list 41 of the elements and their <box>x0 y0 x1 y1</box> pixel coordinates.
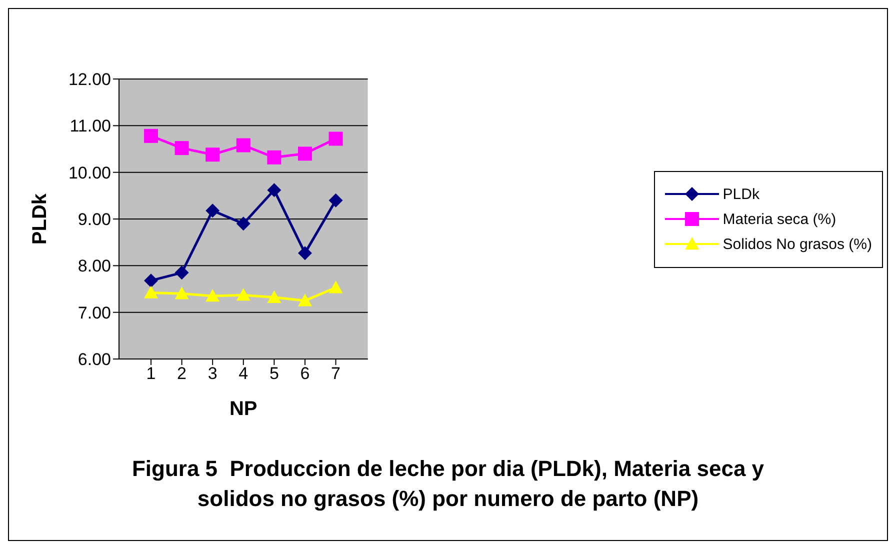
y-tick-label: 9.00 <box>78 210 111 230</box>
x-tick-label: 3 <box>208 364 218 384</box>
point <box>206 204 220 218</box>
x-axis-title: NP <box>229 398 258 420</box>
x-tick-label: 7 <box>331 364 340 384</box>
y-tick-label: 6.00 <box>78 350 111 370</box>
point <box>298 246 312 260</box>
point <box>174 141 189 156</box>
point <box>174 266 189 280</box>
point <box>328 132 343 146</box>
point <box>267 150 282 164</box>
y-tick-label: 7.00 <box>78 303 111 322</box>
point <box>328 280 343 294</box>
point <box>144 274 158 288</box>
point <box>236 288 250 301</box>
point <box>144 128 158 143</box>
legend-label: PLDk <box>722 186 760 202</box>
x-tick-label: 4 <box>238 364 248 384</box>
point <box>298 146 312 161</box>
point <box>174 286 189 300</box>
legend-label: Materia seca (%) <box>722 210 836 228</box>
point <box>144 286 158 298</box>
y-axis-title: PLDk <box>29 192 52 245</box>
y-tick-label: 8.00 <box>78 256 111 276</box>
point <box>206 148 220 162</box>
point <box>206 289 220 302</box>
point <box>267 183 282 198</box>
y-tick-label: 10.00 <box>68 163 111 182</box>
point <box>236 216 250 231</box>
point <box>298 294 312 306</box>
text: Figura 5 Produccion de leche por dia (PLDk), Materia seca y solidos no grasos (%) por numero de parto (NP) <box>130 455 766 513</box>
x-tick-label: 6 <box>300 364 310 384</box>
y-tick-label: 11.00 <box>70 116 111 136</box>
point <box>267 290 282 303</box>
point <box>236 138 250 152</box>
x-tick-label: 2 <box>177 364 187 384</box>
x-tick-label: 1 <box>146 364 156 384</box>
point <box>328 193 343 208</box>
y-tick-label: 12.00 <box>68 70 111 90</box>
x-tick-label: 5 <box>269 364 279 384</box>
legend-label: Solidos No grasos (%) <box>722 236 872 252</box>
